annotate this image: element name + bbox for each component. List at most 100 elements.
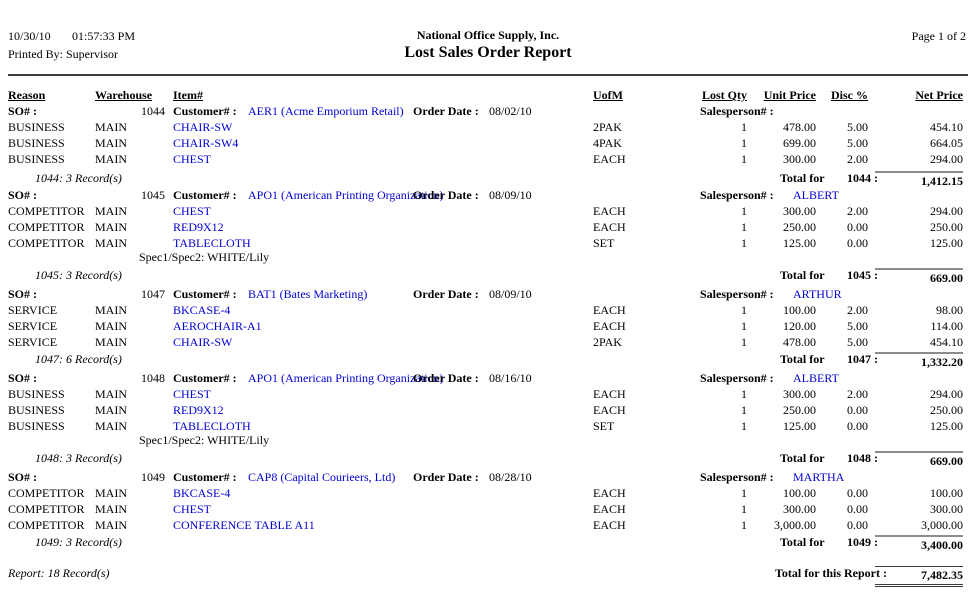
lost-qty-cell: 1 bbox=[741, 403, 747, 417]
item-link[interactable]: CHAIR-SW bbox=[173, 120, 233, 134]
warehouse-cell: MAIN bbox=[95, 236, 127, 250]
section-total-value: 1,332.20 bbox=[875, 352, 963, 370]
item-link[interactable]: AEROCHAIR-A1 bbox=[173, 319, 262, 333]
reason-cell: COMPETITOR bbox=[8, 502, 85, 516]
page-indicator: Page 1 of 2 bbox=[911, 29, 966, 43]
item-link[interactable]: TABLECLOTH bbox=[173, 419, 251, 433]
order-date-label: Order Date : bbox=[413, 188, 479, 202]
salesperson-label: Salesperson# : bbox=[700, 104, 774, 118]
unit-price-cell: 250.00 bbox=[783, 403, 816, 417]
uofm-cell: EACH bbox=[593, 152, 626, 166]
report-record-count: Report: 18 Record(s) bbox=[8, 566, 110, 580]
item-link[interactable]: BKCASE-4 bbox=[173, 303, 231, 317]
customer-label: Customer# : bbox=[173, 188, 237, 202]
so-label: SO# : bbox=[8, 188, 38, 202]
section-total-row: 1049: 3 Record(s) Total for 1049 : 3,400… bbox=[0, 535, 976, 552]
customer-label: Customer# : bbox=[173, 104, 237, 118]
warehouse-cell: MAIN bbox=[95, 518, 127, 532]
record-count: 1049: 3 Record(s) bbox=[35, 535, 122, 549]
salesperson-link[interactable]: MARTHA bbox=[793, 470, 845, 484]
salesperson-link[interactable]: ARTHUR bbox=[793, 287, 842, 301]
reason-cell: SERVICE bbox=[8, 303, 58, 317]
lost-qty-cell: 1 bbox=[741, 220, 747, 234]
so-header-row: SO# : 1049 Customer# : CAP8 (Capital Cou… bbox=[0, 470, 976, 485]
reason-cell: COMPETITOR bbox=[8, 204, 85, 218]
report-time: 01:57:33 PM bbox=[72, 29, 136, 43]
total-for-label: Total for bbox=[780, 535, 825, 549]
reason-cell: COMPETITOR bbox=[8, 518, 85, 532]
uofm-cell: EACH bbox=[593, 220, 626, 234]
item-row: BUSINESS MAIN CHEST EACH 1 300.00 2.00 2… bbox=[0, 387, 976, 402]
item-row: SERVICE MAIN AEROCHAIR-A1 EACH 1 120.00 … bbox=[0, 319, 976, 334]
disc-cell: 2.00 bbox=[847, 152, 868, 166]
unit-price-cell: 300.00 bbox=[783, 387, 816, 401]
col-header-disc: Disc % bbox=[831, 88, 868, 102]
customer-link[interactable]: APO1 (American Printing Organization) bbox=[248, 188, 444, 202]
customer-link[interactable]: AER1 (Acme Emporium Retail) bbox=[248, 104, 404, 118]
item-link[interactable]: RED9X12 bbox=[173, 220, 224, 234]
col-header-item: Item# bbox=[173, 88, 203, 102]
warehouse-cell: MAIN bbox=[95, 403, 127, 417]
net-price-cell: 300.00 bbox=[930, 502, 963, 516]
item-link[interactable]: CHEST bbox=[173, 204, 212, 218]
uofm-cell: SET bbox=[593, 419, 615, 433]
so-header-row: SO# : 1048 Customer# : APO1 (American Pr… bbox=[0, 371, 976, 386]
item-link[interactable]: RED9X12 bbox=[173, 403, 224, 417]
salesperson-link[interactable]: ALBERT bbox=[793, 371, 839, 385]
uofm-cell: EACH bbox=[593, 502, 626, 516]
order-date-label: Order Date : bbox=[413, 104, 479, 118]
customer-link[interactable]: CAP8 (Capital Courieers, Ltd) bbox=[248, 470, 396, 484]
col-header-warehouse: Warehouse bbox=[95, 88, 153, 102]
item-link[interactable]: CONFERENCE TABLE A11 bbox=[173, 518, 315, 532]
warehouse-cell: MAIN bbox=[95, 486, 127, 500]
disc-cell: 5.00 bbox=[847, 319, 868, 333]
unit-price-cell: 478.00 bbox=[783, 120, 816, 134]
order-date-label: Order Date : bbox=[413, 371, 479, 385]
lost-qty-cell: 1 bbox=[741, 518, 747, 532]
item-link[interactable]: CHEST bbox=[173, 502, 212, 516]
report-title: Lost Sales Order Report bbox=[404, 44, 572, 61]
company-name: National Office Supply, Inc. bbox=[416, 28, 560, 42]
uofm-cell: 4PAK bbox=[593, 136, 622, 150]
total-for-label: Total for bbox=[780, 171, 825, 185]
item-link[interactable]: TABLECLOTH bbox=[173, 236, 251, 250]
order-date-label: Order Date : bbox=[413, 287, 479, 301]
salesperson-link[interactable]: ALBERT bbox=[793, 188, 839, 202]
net-price-cell: 454.10 bbox=[930, 335, 963, 349]
warehouse-cell: MAIN bbox=[95, 387, 127, 401]
item-row: COMPETITOR MAIN CHEST EACH 1 300.00 2.00… bbox=[0, 204, 976, 219]
customer-link[interactable]: APO1 (American Printing Organization) bbox=[248, 371, 444, 385]
net-price-cell: 125.00 bbox=[930, 419, 963, 433]
total-so-number: 1048 : bbox=[847, 451, 878, 465]
disc-cell: 0.00 bbox=[847, 502, 868, 516]
item-link[interactable]: CHEST bbox=[173, 387, 212, 401]
lost-qty-cell: 1 bbox=[741, 502, 747, 516]
order-date-value: 08/02/10 bbox=[489, 104, 532, 118]
unit-price-cell: 120.00 bbox=[783, 319, 816, 333]
spec-row: Spec1/Spec2: WHITE/Lily bbox=[0, 433, 976, 448]
item-link[interactable]: CHAIR-SW4 bbox=[173, 136, 239, 150]
item-link[interactable]: CHAIR-SW bbox=[173, 335, 233, 349]
item-link[interactable]: CHEST bbox=[173, 152, 212, 166]
net-price-cell: 125.00 bbox=[930, 236, 963, 250]
reason-cell: BUSINESS bbox=[8, 136, 65, 150]
item-link[interactable]: BKCASE-4 bbox=[173, 486, 231, 500]
total-so-number: 1047 : bbox=[847, 352, 878, 366]
unit-price-cell: 100.00 bbox=[783, 486, 816, 500]
col-header-uofm: UofM bbox=[593, 88, 623, 102]
report-date: 10/30/10 bbox=[8, 29, 51, 43]
report-total-label: Total for this Report : bbox=[775, 566, 887, 580]
net-price-cell: 100.00 bbox=[930, 486, 963, 500]
order-date-value: 08/09/10 bbox=[489, 188, 532, 202]
warehouse-cell: MAIN bbox=[95, 335, 127, 349]
report-total-value: 7,482.35 bbox=[875, 566, 963, 587]
printed-by: Printed By: Supervisor bbox=[8, 47, 118, 61]
reason-cell: BUSINESS bbox=[8, 120, 65, 134]
unit-price-cell: 300.00 bbox=[783, 204, 816, 218]
lost-qty-cell: 1 bbox=[741, 303, 747, 317]
reason-cell: SERVICE bbox=[8, 335, 58, 349]
customer-link[interactable]: BAT1 (Bates Marketing) bbox=[248, 287, 368, 301]
lost-qty-cell: 1 bbox=[741, 387, 747, 401]
uofm-cell: EACH bbox=[593, 303, 626, 317]
col-header-reason: Reason bbox=[8, 88, 46, 102]
